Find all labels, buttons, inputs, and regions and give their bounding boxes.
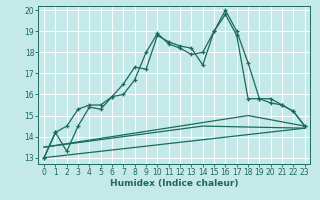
X-axis label: Humidex (Indice chaleur): Humidex (Indice chaleur) (110, 179, 239, 188)
